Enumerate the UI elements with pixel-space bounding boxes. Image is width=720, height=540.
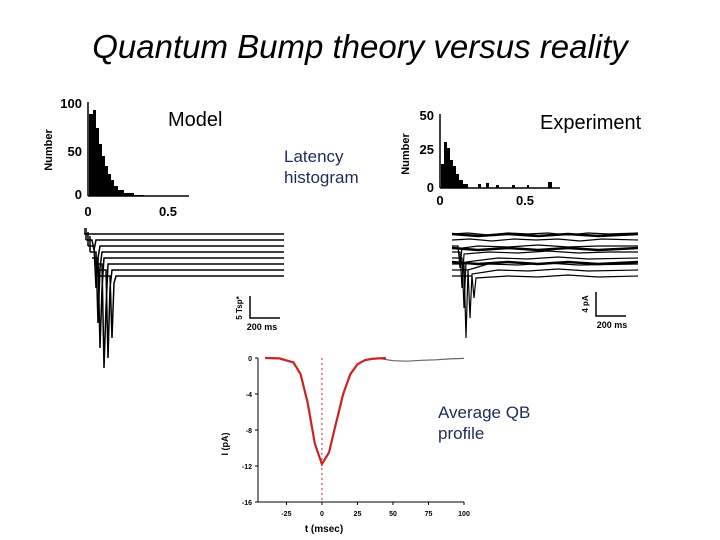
model-scale-horizontal-label: 200 ms: [247, 322, 278, 332]
slide-title: Quantum Bump theory versus reality: [92, 28, 628, 65]
qb-xtick-label: 50: [389, 511, 397, 518]
qb-xtick-label: 100: [458, 511, 470, 518]
model-hist-xtick: 0: [84, 204, 91, 219]
model-latency-histogram: Number 100 50 0 0 0.5: [44, 96, 189, 219]
qb-fit-line: [265, 356, 386, 467]
qb-ytick-label: -8: [246, 428, 252, 435]
model-hist-ytick: 50: [68, 144, 82, 159]
exp-hist-ylabel: Number: [400, 133, 412, 175]
model-hist-ylabel: Number: [44, 129, 55, 171]
average-qb-profile-chart: I (pA) t (msec) -25 0 25 50 75 100 0 -4 -8 -12 -16: [220, 356, 470, 535]
qb-xlabel: t (msec): [305, 524, 343, 535]
exp-scale-vertical-label: 4 pA: [581, 295, 590, 313]
exp-hist-ytick: 25: [420, 142, 434, 157]
exp-hist-bar: [496, 185, 499, 188]
model-bump-traces: [84, 228, 284, 369]
experiment-bump-traces: [451, 232, 639, 339]
average-label-line: profile: [438, 424, 485, 443]
model-label: Model: [168, 109, 223, 131]
exp-hist-bar: [512, 185, 515, 188]
model-scale-vertical-label: 5 Tsp*: [235, 295, 244, 319]
experiment-label: Experiment: [540, 112, 642, 134]
exp-hist-ytick: 50: [420, 108, 434, 123]
latency-label-line: Latency: [284, 147, 344, 166]
exp-hist-bar: [548, 182, 552, 188]
qb-ytick-label: 0: [248, 356, 252, 363]
qb-ytick-label: -16: [242, 500, 252, 507]
average-qb-profile-label: Average QB profile: [438, 402, 530, 444]
exp-scale-lines: [595, 292, 626, 317]
model-hist-ytick: 0: [75, 187, 82, 202]
experiment-latency-histogram: Number 50 25 0 0 0.5: [400, 108, 560, 208]
exp-hist-xtick: 0.5: [516, 193, 534, 208]
qb-xtick-label: 75: [425, 511, 433, 518]
exp-hist-xtick: 0: [436, 193, 443, 208]
model-hist-xtick: 0.5: [159, 204, 177, 219]
qb-ylabel: I (pA): [220, 433, 230, 456]
exp-hist-bar: [527, 185, 529, 188]
qb-xtick-label: 25: [354, 511, 362, 518]
qb-ytick-label: -4: [246, 392, 252, 399]
exp-hist-bar: [478, 184, 481, 188]
exp-hist-ytick: 0: [427, 180, 434, 195]
model-scale-lines: [249, 296, 280, 319]
latency-histogram-label: Latency histogram: [284, 146, 359, 188]
exp-hist-bars: [441, 142, 468, 188]
qb-ytick-label: -12: [242, 464, 252, 471]
qb-xtick-label: 0: [320, 511, 324, 518]
experiment-scale-bar: 4 pA 200 ms: [581, 292, 628, 330]
qb-xtick-label: -25: [281, 511, 291, 518]
model-hist-bars: [89, 110, 144, 196]
average-label-line: Average QB: [438, 403, 531, 422]
exp-hist-bar: [486, 183, 489, 188]
latency-label-line: histogram: [284, 168, 359, 187]
model-scale-bar: 5 Tsp* 200 ms: [235, 295, 280, 332]
model-hist-ytick: 100: [60, 96, 82, 111]
exp-scale-horizontal-label: 200 ms: [597, 320, 628, 330]
qb-data-line: [265, 357, 465, 466]
